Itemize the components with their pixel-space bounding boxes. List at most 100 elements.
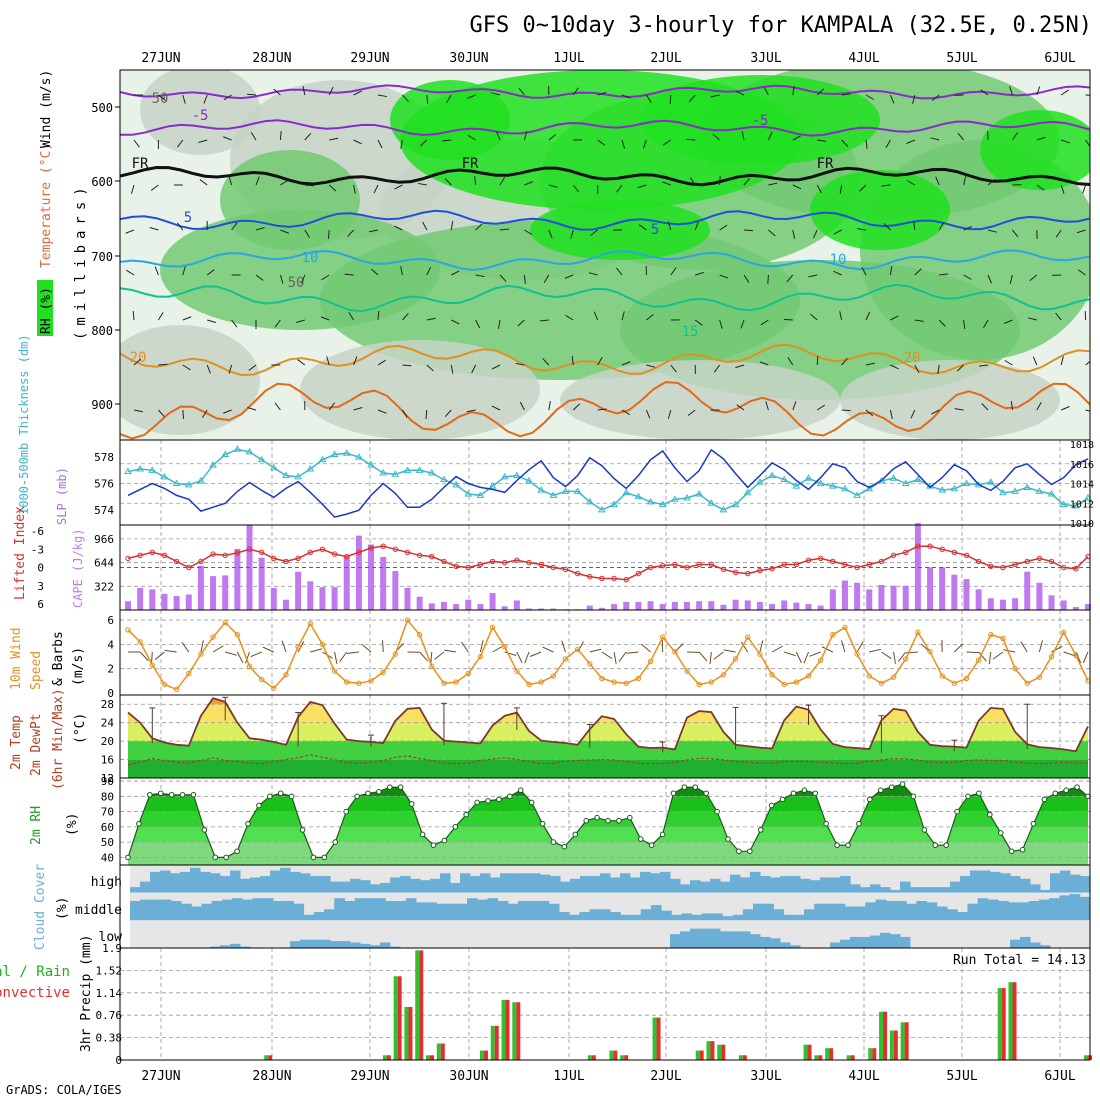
lifted-index-point	[890, 552, 897, 559]
chart-title: GFS 0~10day 3-hourly for KAMPALA (32.5E,…	[469, 13, 1092, 38]
bottom-date-label: 2JUL	[650, 1069, 681, 1084]
cloud-high-bar	[310, 876, 321, 893]
lifted-index-point	[611, 575, 617, 582]
thickness-point	[1011, 487, 1019, 494]
wind-barb	[246, 93, 257, 96]
wind-barb	[321, 274, 330, 281]
ylabel-wind: Wind (m/s)	[39, 70, 54, 148]
wind-barb	[841, 139, 849, 147]
wind10m-speed-point	[125, 627, 131, 633]
wind10m-speed-point	[562, 656, 569, 662]
wind-barb	[810, 313, 818, 321]
cloud-high-bar	[410, 878, 421, 893]
cape-bar	[781, 600, 788, 610]
wind10m-barb	[139, 651, 149, 662]
rh2m-point	[1063, 787, 1069, 794]
wind-barb	[348, 312, 355, 321]
lifted-index-point	[356, 549, 362, 555]
cloud-low-bar	[230, 943, 241, 948]
wind10m-speed-point	[380, 669, 386, 676]
cloud-middle-bar	[1079, 896, 1091, 921]
wind10m-speed-point	[465, 670, 471, 677]
precip-axes: 1.9 1.52 1.14 0.76 0.38 0 Total / Rain Convecti…	[0, 935, 1076, 1084]
thickness-point	[816, 479, 825, 486]
cloud-middle-bar	[865, 902, 877, 921]
wind10m-speed-point	[1000, 635, 1006, 642]
cloud-high-bar	[920, 887, 931, 893]
thickness-point	[233, 445, 242, 452]
cloud-middle-bar	[701, 913, 713, 921]
precip-convective-bar	[1012, 982, 1017, 1060]
rh2m-point	[256, 802, 262, 809]
cape-bar	[1085, 604, 1091, 610]
wind10m-barb	[809, 651, 821, 657]
wind-barb	[662, 139, 672, 146]
precip-total-bar	[436, 1043, 441, 1060]
rh2m-point	[310, 854, 317, 861]
wind-barb	[450, 364, 454, 374]
thickness-point	[549, 491, 558, 498]
wind10m-barb	[281, 640, 287, 653]
wind-barb	[543, 274, 550, 283]
wind-barb	[912, 94, 916, 104]
cloud-middle-bar	[885, 900, 897, 921]
wind-barb	[906, 180, 916, 186]
wind-barb	[1082, 184, 1087, 194]
cloud-high-bar	[230, 870, 241, 893]
cloud-low-bar	[740, 931, 751, 948]
wind10m-speed-point	[708, 679, 714, 685]
wind-barb	[841, 357, 848, 366]
wind-barb	[279, 274, 284, 284]
wind-barb	[517, 319, 525, 327]
thickness-point	[1035, 487, 1044, 494]
precip-convective-bar	[624, 1055, 629, 1060]
cloud-high-bar	[270, 870, 281, 893]
wind-barb	[304, 184, 314, 187]
cape-bar	[659, 604, 666, 610]
isotherm-label: -5	[752, 113, 769, 129]
wind-barb	[154, 266, 159, 276]
wind10m-barb	[444, 649, 457, 653]
rh2m-point	[692, 784, 699, 790]
precip-convective-bar	[904, 1022, 909, 1060]
pressure-tick-label: 500	[91, 101, 113, 115]
bottom-date-label: 27JUN	[141, 1069, 180, 1084]
rh2m-point	[616, 817, 622, 824]
cloud-high-bar	[1050, 873, 1061, 893]
wind-barb	[646, 314, 654, 321]
rh2m-point	[277, 790, 284, 797]
li-tick-label: 3	[37, 580, 44, 593]
thickness-point	[999, 488, 1007, 496]
cloud-low-bar	[780, 942, 791, 948]
thickness-point	[221, 450, 230, 458]
wind10m-speed-point	[283, 672, 289, 678]
cloud-middle-bar	[926, 902, 938, 921]
wind10m-speed-point	[623, 680, 629, 686]
wind-barb	[373, 184, 379, 194]
lifted-index-point	[404, 549, 411, 555]
wind10m-barb	[297, 641, 305, 653]
thickness-point	[841, 484, 849, 492]
rh-shade	[640, 75, 880, 165]
wind-barb	[621, 94, 631, 99]
rh2m-point	[943, 842, 949, 848]
thickness-point	[622, 488, 631, 496]
ylabel-cloud-unit: (%)	[55, 897, 70, 920]
rh2m-point	[299, 827, 306, 833]
wind-barb	[787, 357, 794, 366]
wind-barb	[735, 90, 745, 96]
rh-shade	[980, 110, 1090, 190]
wind-barb	[1011, 132, 1018, 141]
cloud-high-bar	[750, 871, 761, 893]
ylabel-temp2m: 2m DewPt	[29, 713, 44, 776]
precip-convective-bar	[408, 1006, 413, 1060]
wind-barb	[273, 88, 281, 96]
wind-barb	[616, 267, 623, 276]
cloud-high-bar	[670, 878, 681, 893]
wind-barb	[816, 88, 825, 96]
rh2m-point	[572, 831, 579, 838]
wind-barb	[247, 407, 257, 411]
wind-barb	[816, 184, 822, 194]
lifted-index-point	[1000, 564, 1006, 571]
cape-bar	[368, 544, 375, 610]
